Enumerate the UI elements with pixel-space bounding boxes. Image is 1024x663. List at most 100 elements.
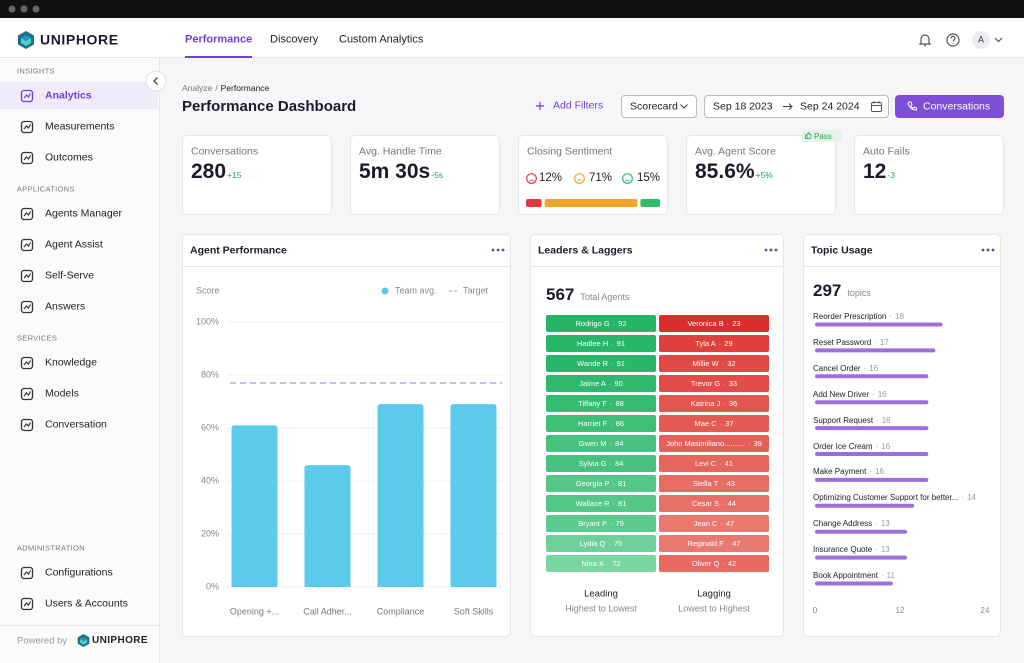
sidebar-icon[interactable] — [20, 387, 34, 401]
agent-row[interactable]: John Masimiliano.......... · 39 — [659, 434, 769, 452]
sidebar-item[interactable]: Agent Assist — [45, 238, 103, 251]
agent-row[interactable]: Oliver Q · 42 — [659, 554, 769, 572]
avatar[interactable] — [972, 31, 990, 49]
thumb — [805, 132, 812, 139]
sidebar-icon[interactable] — [20, 597, 34, 611]
sidebar-icon[interactable] — [20, 120, 34, 134]
sidebar-item[interactable]: Self-Serve — [45, 269, 95, 282]
collapse-sidebar-button[interactable] — [145, 70, 167, 92]
nav-tab[interactable]: Performance — [185, 33, 253, 46]
kpi-value: 280 — [191, 160, 227, 183]
sidebar-item[interactable]: Configurations — [45, 566, 113, 579]
sidebar-item[interactable]: Conversation — [45, 418, 107, 431]
agent-row[interactable]: Lydia Q · 75 — [546, 534, 656, 552]
agent-row[interactable]: Jaime A · 90 — [546, 374, 656, 392]
agent-row[interactable]: Cesar S · 44 — [659, 494, 769, 512]
agent-row[interactable]: Wallace R · 81 — [546, 494, 656, 512]
separator: · — [961, 493, 965, 503]
help-icon[interactable] — [946, 33, 960, 47]
scorecard-dropdown[interactable] — [621, 95, 697, 118]
agent-row[interactable]: Hadlee H · 91 — [546, 334, 656, 352]
topic-name: Order Ice Cream — [813, 441, 873, 451]
agent-row[interactable]: Georgia P · 81 — [546, 474, 656, 492]
agent-row[interactable]: Stella T · 43 — [659, 474, 769, 492]
agent-row[interactable]: Jean C · 47 — [659, 514, 769, 532]
agent-row[interactable]: Veronica B · 23 — [659, 314, 769, 332]
date-to[interactable]: Sep 24 2024 — [800, 100, 860, 113]
more-button[interactable] — [981, 247, 995, 253]
separator: · — [609, 398, 613, 408]
avatar-chevron[interactable] — [994, 37, 1003, 43]
topic-label: Book Appointment · 11 — [813, 571, 895, 580]
add-icon[interactable] — [536, 102, 544, 110]
agent-name: Wande R — [577, 358, 609, 368]
nav-tab[interactable]: Custom Analytics — [339, 33, 424, 46]
sidebar-item[interactable]: Knowledge — [45, 356, 97, 369]
agent-row[interactable]: Katrina J · 36 — [659, 394, 769, 412]
agent-row[interactable]: Reginald F · 47 — [659, 534, 769, 552]
agent-row[interactable]: Rodrigo G · 92 — [546, 314, 656, 332]
sidebar-icon[interactable] — [20, 300, 34, 314]
agent-score: 84 — [615, 438, 624, 448]
icon-shape — [23, 570, 32, 576]
more-button[interactable] — [764, 247, 778, 253]
more-button[interactable] — [491, 247, 505, 253]
icon-shape — [20, 207, 34, 221]
agent-row[interactable]: Millie W · 32 — [659, 354, 769, 372]
calendar-icon[interactable] — [871, 101, 882, 112]
sidebar-item[interactable]: Answers — [45, 300, 86, 313]
date-range-picker[interactable] — [704, 95, 889, 118]
breadcrumb-separator: / — [215, 83, 218, 93]
sidebar-icon[interactable] — [20, 151, 34, 165]
agent-score: 88 — [615, 398, 624, 408]
notifications-icon[interactable] — [918, 33, 932, 47]
agent-row[interactable]: Trevor G · 33 — [659, 374, 769, 392]
topic-name: Support Request — [813, 415, 874, 425]
agent-row[interactable]: Wande R · 91 — [546, 354, 656, 372]
sidebar-icon[interactable] — [20, 238, 34, 252]
scorecard-label[interactable]: Scorecard — [630, 100, 678, 113]
sidebar-item[interactable]: Outcomes — [45, 151, 93, 164]
sidebar-item[interactable]: Analytics — [45, 89, 92, 102]
date-from[interactable]: Sep 18 2023 — [713, 100, 773, 113]
sidebar-icon[interactable] — [20, 566, 34, 580]
nav-tab[interactable]: Discovery — [270, 33, 319, 46]
total-topics: 297 topics — [813, 281, 871, 301]
sidebar-icon[interactable] — [20, 418, 34, 432]
agent-row[interactable]: Bryant P · 79 — [546, 514, 656, 532]
agent-row[interactable]: Levi C · 41 — [659, 454, 769, 472]
agent-score: 33 — [728, 378, 738, 388]
agent-row[interactable]: Sylvia G · 84 — [546, 454, 656, 472]
kpi-label: Auto Fails — [863, 145, 910, 158]
conversations-button[interactable] — [895, 95, 1004, 118]
sentiment-segment — [640, 199, 660, 207]
agent-row[interactable]: Tyla A · 29 — [659, 334, 769, 352]
kpi-delta: +15 — [227, 170, 242, 180]
phone-icon[interactable] — [907, 101, 917, 111]
avatar-initial[interactable]: A — [977, 34, 985, 45]
icon-shape — [23, 273, 32, 279]
agent-row[interactable]: Gwen M · 84 — [546, 434, 656, 452]
y-tick-label: 0% — [206, 581, 219, 591]
x-tick-label: 12 — [896, 606, 905, 615]
sidebar-item[interactable]: Measurements — [45, 120, 115, 133]
sidebar-icon[interactable] — [20, 356, 34, 370]
sidebar-icon[interactable] — [20, 89, 34, 103]
agent-row[interactable]: Mae C · 37 — [659, 414, 769, 432]
sidebar-item[interactable]: Agents Manager — [45, 207, 123, 220]
agent-row[interactable]: Tiffany F · 88 — [546, 394, 656, 412]
add-filters-button[interactable]: Add Filters — [553, 99, 604, 112]
sidebar-icon[interactable] — [20, 207, 34, 221]
face-mouth — [529, 179, 534, 182]
agent-row[interactable]: Harriet F · 86 — [546, 414, 656, 432]
topic-count: 13 — [880, 545, 890, 555]
sidebar-icon[interactable] — [20, 269, 34, 283]
kpi-label: Avg. Agent Score — [695, 145, 776, 158]
sidebar-item[interactable]: Models — [45, 387, 79, 400]
kpi-label: Closing Sentiment — [527, 145, 613, 158]
conversations-button-label[interactable]: Conversations — [923, 100, 991, 113]
sidebar-item[interactable]: Users & Accounts — [45, 597, 128, 610]
kpi-label: Avg. Handle Time — [359, 145, 442, 158]
separator: · — [874, 337, 877, 347]
agent-row[interactable]: Nina X · 72 — [546, 554, 656, 572]
